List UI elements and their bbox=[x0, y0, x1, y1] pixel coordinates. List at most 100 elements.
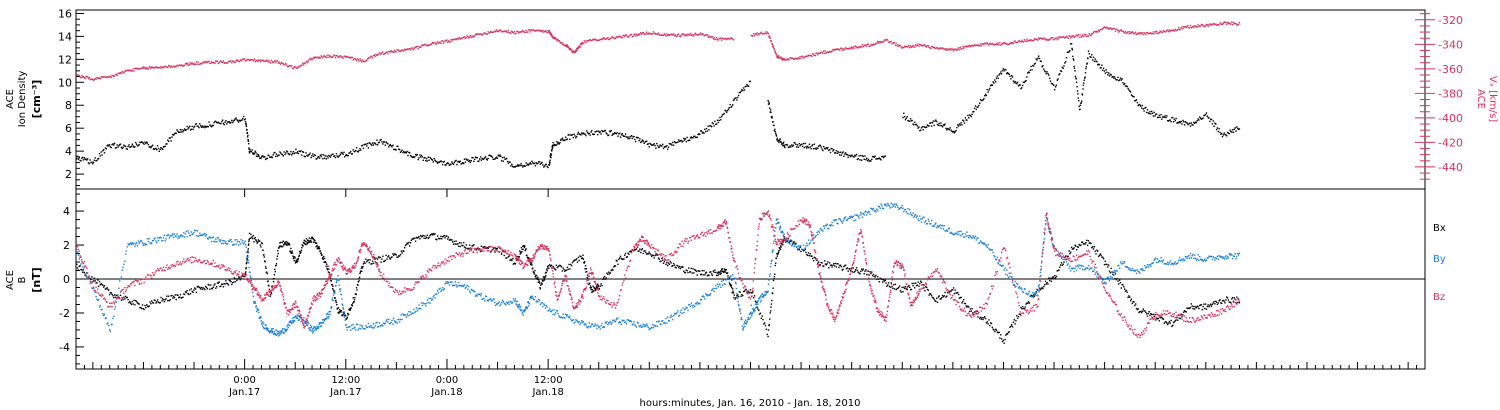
by-point bbox=[126, 246, 128, 248]
density-point bbox=[501, 156, 504, 159]
bx-point bbox=[390, 256, 392, 259]
bx-point bbox=[1049, 277, 1052, 279]
bx-point bbox=[114, 296, 117, 298]
vx-point bbox=[1025, 40, 1027, 42]
vx-point bbox=[295, 66, 297, 68]
bx-point bbox=[855, 269, 857, 271]
density-point bbox=[182, 131, 184, 133]
vx-point bbox=[949, 48, 951, 50]
vx-point bbox=[805, 55, 807, 57]
vx-point bbox=[1220, 23, 1222, 25]
vx-point bbox=[538, 29, 540, 32]
bx-point bbox=[349, 309, 351, 311]
vx-point bbox=[993, 44, 995, 46]
bx-point bbox=[638, 250, 640, 252]
vx-point bbox=[210, 62, 212, 64]
bx-point bbox=[1029, 295, 1031, 297]
vx-point bbox=[703, 35, 705, 37]
density-point bbox=[732, 104, 734, 106]
density-point bbox=[990, 84, 993, 86]
by-point bbox=[291, 322, 293, 325]
by-point bbox=[297, 319, 300, 321]
density-point bbox=[1079, 108, 1081, 111]
bx-point bbox=[1180, 313, 1182, 315]
vx-point bbox=[131, 70, 133, 72]
density-point bbox=[192, 128, 194, 130]
vx-point bbox=[118, 72, 120, 74]
vx-point bbox=[191, 62, 193, 64]
vx-point bbox=[141, 67, 144, 69]
density-point bbox=[92, 163, 94, 165]
vx-point bbox=[363, 61, 365, 63]
bx-point bbox=[973, 313, 975, 316]
bx-point bbox=[1028, 302, 1031, 304]
vx-point bbox=[893, 42, 896, 44]
by-point bbox=[108, 324, 110, 327]
density-point bbox=[854, 154, 856, 156]
bx-point bbox=[700, 273, 703, 275]
bx-point bbox=[1048, 277, 1050, 279]
density-point bbox=[134, 146, 136, 148]
bx-point bbox=[785, 240, 788, 242]
bx-point bbox=[629, 251, 631, 253]
vx-point bbox=[760, 31, 762, 34]
density-point bbox=[592, 133, 595, 136]
bx-point bbox=[322, 256, 324, 259]
bx-point bbox=[299, 252, 301, 254]
vx-point bbox=[139, 68, 141, 70]
vx-point bbox=[1231, 24, 1234, 26]
vx-point bbox=[1083, 33, 1085, 35]
bx-point bbox=[663, 260, 666, 263]
by-point bbox=[122, 266, 124, 269]
density-point bbox=[791, 145, 794, 147]
density-point bbox=[874, 155, 876, 157]
bx-point bbox=[370, 263, 372, 265]
bx-point bbox=[558, 265, 560, 267]
bx-point bbox=[398, 255, 401, 257]
vx-point bbox=[969, 46, 972, 48]
bx-point bbox=[582, 258, 585, 260]
density-point bbox=[188, 127, 190, 129]
bx-point bbox=[596, 285, 598, 287]
vx-point bbox=[1192, 25, 1194, 27]
density-point bbox=[496, 157, 499, 159]
vx-point bbox=[273, 60, 275, 63]
bx-point bbox=[1135, 307, 1138, 310]
bx-point bbox=[764, 322, 766, 324]
density-point bbox=[712, 122, 714, 125]
density-point bbox=[1057, 78, 1059, 80]
density-point bbox=[1086, 62, 1088, 64]
vx-point bbox=[1224, 21, 1226, 23]
vx-point bbox=[178, 65, 180, 67]
density-point bbox=[774, 130, 776, 133]
bx-point bbox=[573, 260, 575, 262]
vx-point bbox=[439, 41, 441, 43]
bx-point bbox=[1178, 317, 1181, 319]
by-point bbox=[152, 239, 155, 242]
density-point bbox=[676, 141, 678, 144]
density-point bbox=[1040, 60, 1042, 63]
vx-point bbox=[528, 29, 531, 31]
density-point bbox=[476, 157, 478, 159]
bx-point bbox=[339, 310, 342, 312]
bx-point bbox=[741, 294, 743, 296]
vx-point bbox=[251, 59, 253, 61]
bx-point bbox=[331, 283, 333, 286]
density-point bbox=[973, 107, 976, 109]
bx-point bbox=[1005, 334, 1007, 336]
bx-point bbox=[678, 265, 681, 268]
bx-point bbox=[927, 289, 929, 291]
density-point bbox=[804, 142, 806, 145]
bx-point bbox=[520, 252, 522, 254]
vx-point bbox=[689, 32, 692, 35]
density-point bbox=[107, 144, 109, 146]
density-point bbox=[1039, 60, 1042, 62]
vx-point bbox=[978, 45, 980, 47]
vx-point bbox=[318, 56, 321, 58]
density-point bbox=[336, 155, 338, 157]
density-point bbox=[923, 126, 925, 128]
bx-point bbox=[1054, 277, 1057, 279]
vx-point bbox=[388, 50, 390, 53]
density-point bbox=[1070, 43, 1072, 45]
density-point bbox=[402, 151, 404, 154]
